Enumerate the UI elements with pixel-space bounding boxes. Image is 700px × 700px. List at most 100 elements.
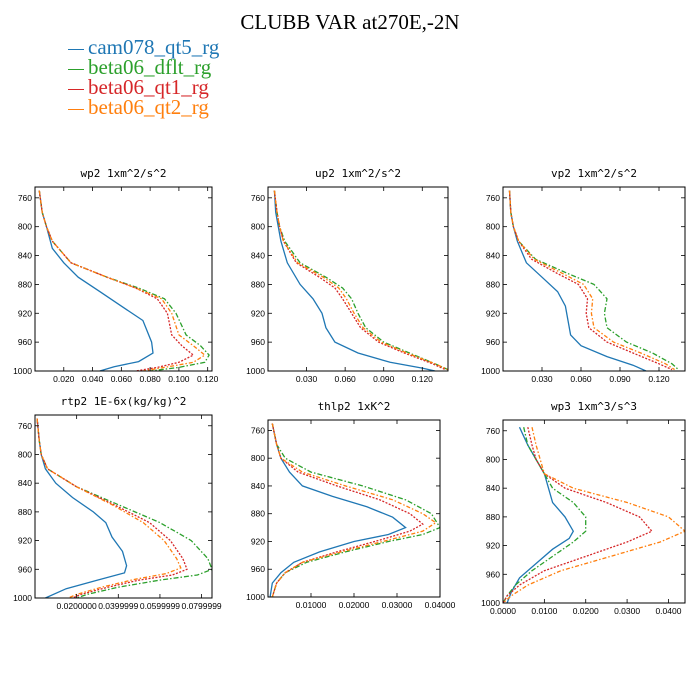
y-tick-label: 960 xyxy=(18,564,32,574)
x-tick-label: 0.040 xyxy=(82,374,104,384)
x-tick-label: 0.060 xyxy=(570,374,592,384)
series-line-beta06_qt1_rg xyxy=(508,190,673,371)
y-tick-label: 800 xyxy=(251,453,265,463)
legend-label: beta06_qt2_rg xyxy=(88,95,209,119)
y-tick-label: 920 xyxy=(18,536,32,546)
y-tick-label: 800 xyxy=(18,449,32,459)
y-tick-label: 920 xyxy=(251,308,265,318)
x-tick-label: 0.0200 xyxy=(573,606,599,616)
panel-title: vp2 1xm^2/s^2 xyxy=(551,167,637,180)
series-line-beta06_qt2_rg xyxy=(36,418,182,598)
legend-swatch xyxy=(68,68,84,70)
x-tick-label: 0.01000 xyxy=(296,600,327,610)
y-tick-label: 760 xyxy=(486,426,500,436)
series-line-beta06_qt2_rg xyxy=(271,423,437,597)
series-line-beta06_qt2_rg xyxy=(508,190,675,371)
y-tick-label: 920 xyxy=(18,308,32,318)
panel-title: wp3 1xm^3/s^3 xyxy=(551,400,637,413)
y-tick-label: 800 xyxy=(486,454,500,464)
x-tick-label: 0.120 xyxy=(648,374,670,384)
series-line-beta06_dflt_rg xyxy=(508,190,679,371)
y-tick-label: 760 xyxy=(18,421,32,431)
x-tick-label: 0.080 xyxy=(139,374,161,384)
x-tick-label: 0.0000 xyxy=(490,606,516,616)
series-line-cam078_qt5_rg xyxy=(38,190,154,371)
panel-frame xyxy=(34,414,213,599)
y-tick-label: 960 xyxy=(18,337,32,347)
y-tick-label: 960 xyxy=(486,337,500,347)
series-line-beta06_qt2_rg xyxy=(273,190,448,371)
page-title: CLUBB VAR at270E,-2N xyxy=(240,10,460,34)
y-tick-label: 880 xyxy=(251,509,265,519)
y-tick-label: 1000 xyxy=(481,598,500,608)
y-tick-label: 840 xyxy=(251,251,265,261)
y-tick-label: 840 xyxy=(486,483,500,493)
y-tick-label: 920 xyxy=(486,541,500,551)
series-line-beta06_qt2_rg xyxy=(503,427,685,603)
y-tick-label: 800 xyxy=(18,222,32,232)
series-line-cam078_qt5_rg xyxy=(506,426,575,603)
x-tick-label: 0.0300 xyxy=(614,606,640,616)
legend-item: beta06_qt2_rg xyxy=(68,95,219,119)
series-line-cam078_qt5_rg xyxy=(273,190,436,371)
series-line-beta06_qt1_rg xyxy=(36,418,188,598)
legend-swatch xyxy=(68,48,84,50)
series-line-beta06_qt1_rg xyxy=(271,423,424,597)
series-line-beta06_dflt_rg xyxy=(273,190,448,371)
series-line-cam078_qt5_rg xyxy=(36,418,128,598)
x-tick-label: 0.060 xyxy=(111,374,133,384)
x-tick-label: 0.090 xyxy=(373,374,395,384)
y-tick-label: 880 xyxy=(18,279,32,289)
series-line-beta06_qt1_rg xyxy=(503,427,653,603)
legend-label: beta06_qt1_rg xyxy=(88,75,209,99)
legend-item: cam078_qt5_rg xyxy=(68,37,219,58)
panel-title: up2 1xm^2/s^2 xyxy=(315,167,401,180)
y-tick-label: 960 xyxy=(486,569,500,579)
x-tick-label: 0.0599999 xyxy=(140,601,180,611)
y-tick-label: 840 xyxy=(486,251,500,261)
panel-frame xyxy=(267,186,449,372)
x-tick-label: 0.0400 xyxy=(655,606,681,616)
y-tick-label: 1000 xyxy=(246,592,265,602)
x-tick-label: 0.0799999 xyxy=(181,601,221,611)
x-tick-label: 0.030 xyxy=(296,374,318,384)
y-tick-label: 760 xyxy=(251,193,265,203)
y-tick-label: 960 xyxy=(251,337,265,347)
series-line-beta06_qt1_rg xyxy=(273,190,446,371)
y-tick-label: 800 xyxy=(486,222,500,232)
y-tick-label: 800 xyxy=(251,222,265,232)
y-tick-label: 920 xyxy=(486,308,500,318)
y-tick-label: 1000 xyxy=(481,366,500,376)
y-tick-label: 840 xyxy=(18,478,32,488)
x-tick-label: 0.090 xyxy=(609,374,631,384)
x-tick-label: 0.0399999 xyxy=(98,601,138,611)
y-tick-label: 1000 xyxy=(13,366,32,376)
x-tick-label: 0.04000 xyxy=(425,600,456,610)
y-tick-label: 920 xyxy=(251,536,265,546)
series-line-beta06_qt1_rg xyxy=(38,190,195,371)
y-tick-label: 880 xyxy=(251,279,265,289)
y-tick-label: 880 xyxy=(18,507,32,517)
legend-label: beta06_dflt_rg xyxy=(88,55,212,79)
x-tick-label: 0.0100 xyxy=(531,606,557,616)
series-line-beta06_dflt_rg xyxy=(36,418,212,598)
y-tick-label: 840 xyxy=(251,481,265,491)
series-line-beta06_dflt_rg xyxy=(271,423,440,597)
x-tick-label: 0.02000 xyxy=(339,600,370,610)
legend-item: beta06_qt1_rg xyxy=(68,75,219,99)
x-tick-label: 0.060 xyxy=(335,374,357,384)
y-tick-label: 760 xyxy=(486,193,500,203)
y-tick-label: 960 xyxy=(251,564,265,574)
y-tick-label: 1000 xyxy=(13,593,32,603)
x-tick-label: 0.0200000 xyxy=(57,601,97,611)
legend-item: beta06_dflt_rg xyxy=(68,55,219,79)
panel-frame xyxy=(502,419,686,604)
x-tick-label: 0.120 xyxy=(197,374,219,384)
panel-title: thlp2 1xK^2 xyxy=(318,400,391,413)
panel-frame xyxy=(502,186,686,372)
x-tick-label: 0.100 xyxy=(168,374,190,384)
x-tick-label: 0.120 xyxy=(412,374,434,384)
panel-frame xyxy=(267,419,441,598)
y-tick-label: 880 xyxy=(486,279,500,289)
